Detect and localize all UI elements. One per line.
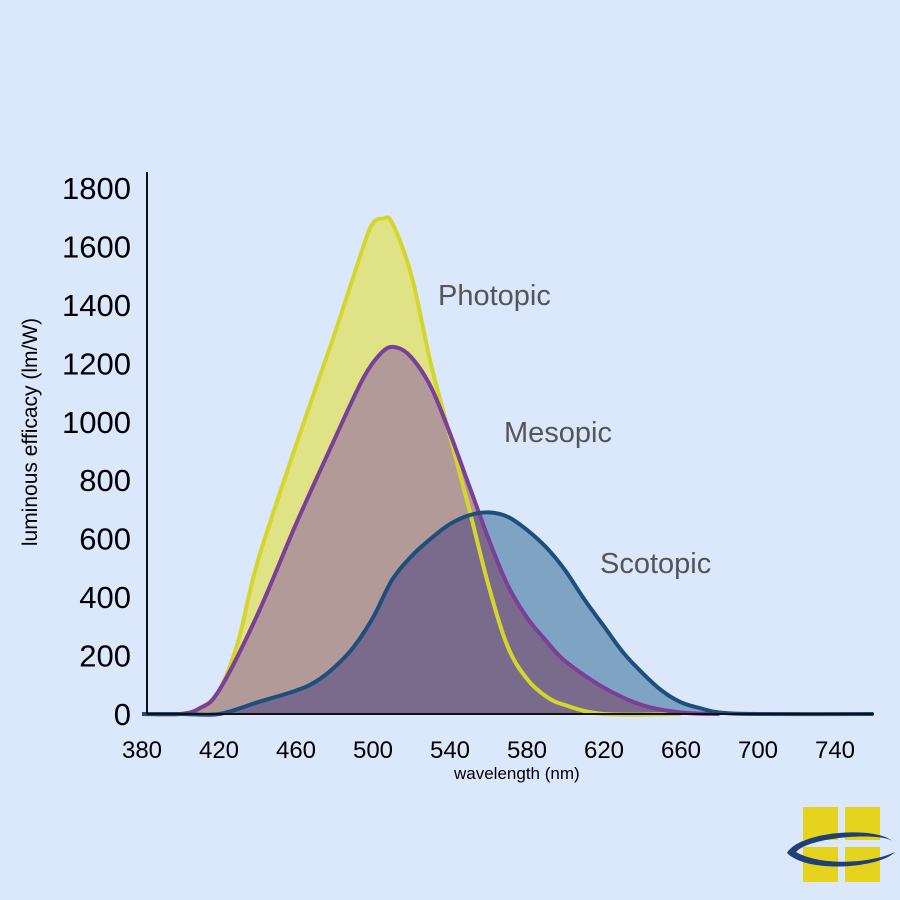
y-tick-label: 1200 <box>62 346 131 381</box>
y-tick-label: 400 <box>79 580 131 615</box>
scotopic-line <box>142 510 874 717</box>
mesopic-area <box>142 346 720 715</box>
x-tick-label: 460 <box>276 737 316 764</box>
x-tick-label: 580 <box>507 737 547 764</box>
photopic-line <box>141 215 682 717</box>
photopic-label: Photopic <box>438 280 551 312</box>
x-tick-label: 420 <box>199 737 239 764</box>
scotopic-mesopic-overlap <box>142 512 720 715</box>
x-tick-label: 740 <box>815 737 855 764</box>
y-tick-label: 800 <box>79 463 131 498</box>
x-tick-label: 700 <box>738 737 778 764</box>
scotopic-label: Scotopic <box>600 548 711 580</box>
mesopic-line <box>141 344 720 717</box>
x-tick-label: 540 <box>430 737 470 764</box>
y-tick-label: 0 <box>114 697 131 732</box>
y-tick-label: 1000 <box>62 405 131 440</box>
y-tick-labels: 0 200 400 600 800 1000 1200 1400 1600 1800 <box>62 171 131 732</box>
x-axis-title: wavelength (nm) <box>453 764 580 783</box>
y-axis-title: luminous efficacy (lm/W) <box>19 318 42 546</box>
y-tick-label: 600 <box>79 522 131 557</box>
y-tick-label: 1600 <box>62 229 131 264</box>
x-tick-label: 660 <box>661 737 701 764</box>
window-swoosh-logo-icon <box>787 807 895 882</box>
x-tick-label: 500 <box>353 737 393 764</box>
y-tick-label: 1800 <box>62 171 131 206</box>
x-tick-labels: 380 420 460 500 540 580 620 660 700 740 <box>122 737 855 764</box>
x-tick-label: 380 <box>122 737 162 764</box>
mesopic-label: Mesopic <box>504 417 612 449</box>
y-tick-label: 200 <box>79 639 131 674</box>
x-tick-label: 620 <box>584 737 624 764</box>
y-tick-label: 1400 <box>62 288 131 323</box>
